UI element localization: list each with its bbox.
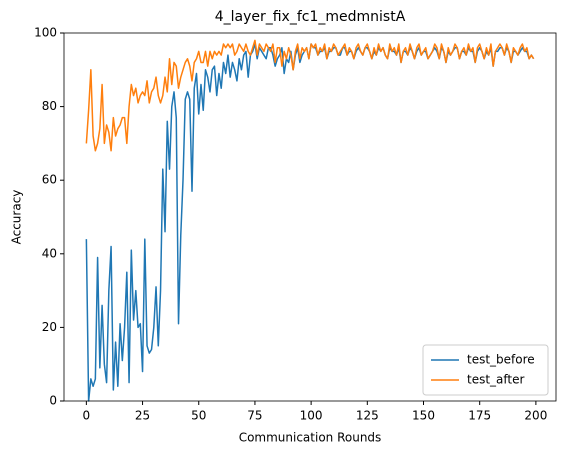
y-tick-label: 20 xyxy=(42,320,57,334)
y-tick-label: 60 xyxy=(42,173,57,187)
x-tick-label: 175 xyxy=(468,409,491,423)
plot-frame xyxy=(63,32,557,402)
x-tick-label: 25 xyxy=(135,409,150,423)
y-tick-label: 40 xyxy=(42,246,57,260)
x-axis-label: Communication Rounds xyxy=(239,431,382,445)
y-axis-label: Accuracy xyxy=(10,190,24,245)
legend-label: test_after xyxy=(467,373,525,387)
legend-label: test_before xyxy=(467,353,535,367)
y-tick-label: 0 xyxy=(49,394,57,408)
line-series xyxy=(85,39,535,152)
x-tick-label: 0 xyxy=(83,409,91,423)
legend-box xyxy=(422,344,549,396)
x-tick-label: 150 xyxy=(412,409,435,423)
x-tick-label: 75 xyxy=(247,409,262,423)
y-tick-label: 80 xyxy=(42,99,57,113)
x-tick-label: 50 xyxy=(191,409,206,423)
chart-title: 4_layer_fix_fc1_medmnistA xyxy=(215,9,406,25)
y-tick-label: 100 xyxy=(34,26,57,40)
x-tick-label: 125 xyxy=(356,409,379,423)
x-tick-label: 100 xyxy=(300,409,323,423)
x-tick-label: 200 xyxy=(524,409,547,423)
